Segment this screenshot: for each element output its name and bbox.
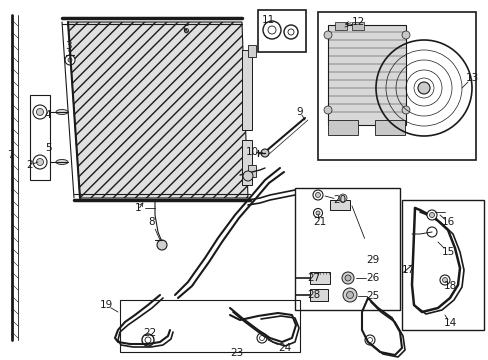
Bar — [351, 22, 363, 30]
Circle shape — [341, 272, 353, 284]
Text: 9: 9 — [296, 107, 303, 117]
Text: 28: 28 — [307, 290, 320, 300]
Bar — [242, 50, 251, 130]
Circle shape — [37, 108, 43, 116]
Bar — [30, 95, 50, 180]
Text: 14: 14 — [443, 318, 456, 328]
Circle shape — [157, 240, 167, 250]
Circle shape — [33, 155, 47, 169]
Text: 23: 23 — [230, 348, 243, 358]
Text: 26: 26 — [366, 273, 379, 283]
Bar — [247, 165, 256, 177]
Text: 25: 25 — [366, 291, 379, 301]
Text: 11: 11 — [261, 15, 274, 25]
Bar — [120, 300, 299, 352]
Circle shape — [345, 275, 350, 281]
Text: 29: 29 — [366, 255, 379, 265]
Bar — [309, 289, 327, 301]
Circle shape — [338, 194, 346, 202]
Bar — [242, 140, 251, 185]
Bar — [294, 188, 399, 310]
Text: 24: 24 — [278, 343, 291, 353]
Text: 7: 7 — [7, 150, 13, 160]
Text: 18: 18 — [443, 281, 456, 291]
Bar — [247, 45, 256, 57]
Circle shape — [243, 171, 252, 181]
Circle shape — [315, 193, 320, 198]
Circle shape — [346, 292, 353, 298]
Ellipse shape — [56, 109, 68, 114]
Text: 10: 10 — [245, 147, 258, 157]
Text: 13: 13 — [465, 73, 478, 83]
Polygon shape — [68, 22, 247, 198]
Circle shape — [313, 208, 322, 217]
Text: 2: 2 — [27, 160, 33, 170]
Text: 4: 4 — [44, 110, 51, 120]
Bar — [309, 272, 329, 284]
Circle shape — [261, 149, 268, 157]
Bar — [317, 12, 475, 160]
Circle shape — [442, 278, 447, 283]
Circle shape — [401, 31, 409, 39]
Text: 15: 15 — [441, 247, 454, 257]
Text: 22: 22 — [143, 328, 156, 338]
Bar — [327, 120, 357, 135]
Circle shape — [439, 275, 449, 285]
Text: 17: 17 — [401, 265, 414, 275]
Circle shape — [315, 211, 319, 215]
Bar — [401, 200, 483, 330]
Circle shape — [312, 190, 323, 200]
Text: 21: 21 — [313, 217, 326, 227]
Circle shape — [426, 227, 436, 237]
Text: 19: 19 — [99, 300, 112, 310]
Circle shape — [401, 106, 409, 114]
Circle shape — [324, 106, 331, 114]
Bar — [327, 25, 405, 125]
Circle shape — [324, 31, 331, 39]
Circle shape — [426, 210, 436, 220]
Circle shape — [68, 58, 72, 62]
Text: 16: 16 — [441, 217, 454, 227]
Text: 20: 20 — [333, 195, 346, 205]
Text: 1: 1 — [134, 203, 141, 213]
Circle shape — [342, 288, 356, 302]
Text: 5: 5 — [44, 143, 51, 153]
Text: 6: 6 — [183, 25, 189, 35]
Text: 12: 12 — [351, 17, 364, 27]
Ellipse shape — [56, 159, 68, 165]
Bar — [334, 22, 346, 30]
Text: 8: 8 — [148, 217, 155, 227]
Circle shape — [65, 55, 75, 65]
Circle shape — [37, 158, 43, 166]
Text: 3: 3 — [64, 41, 71, 51]
Circle shape — [417, 82, 429, 94]
Circle shape — [428, 212, 434, 217]
Bar — [329, 200, 349, 210]
Bar — [258, 10, 305, 52]
Bar — [374, 120, 404, 135]
Circle shape — [33, 105, 47, 119]
Text: 27: 27 — [307, 273, 320, 283]
